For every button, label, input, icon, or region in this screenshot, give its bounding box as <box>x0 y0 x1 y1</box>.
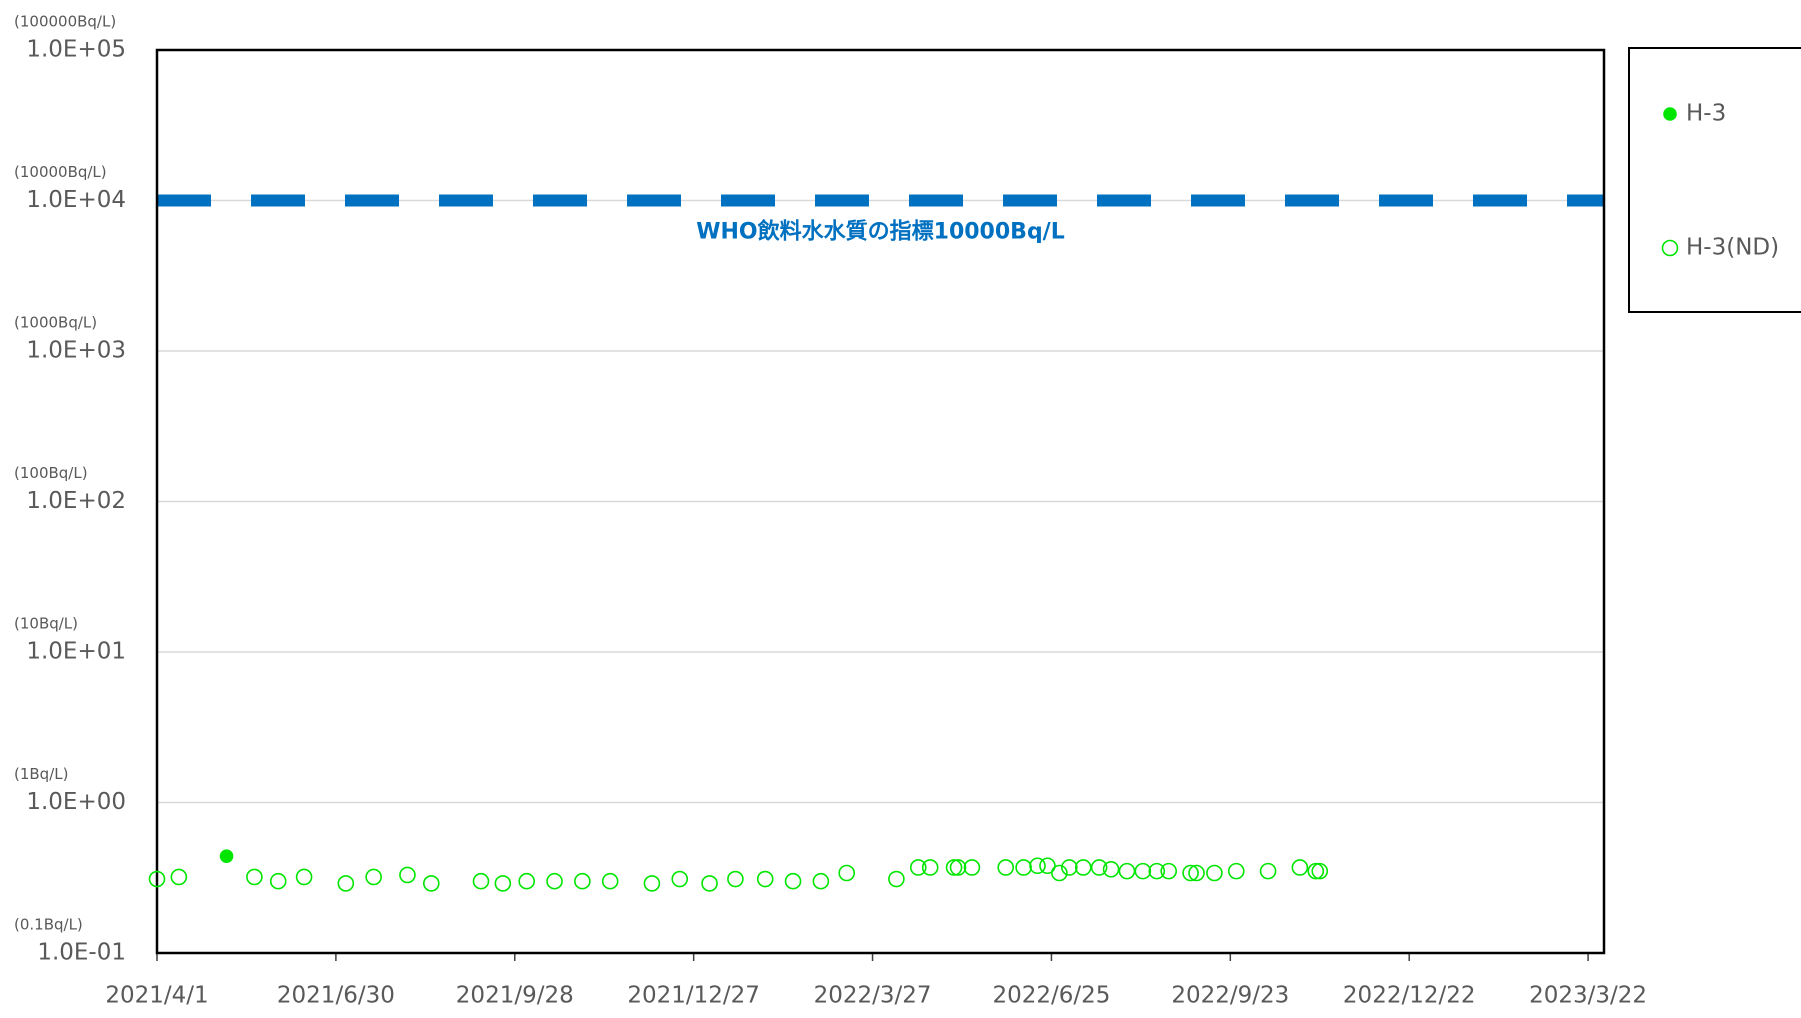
y-tick-label: 1.0E+00 <box>26 789 126 815</box>
y-tick-note: (10000Bq/L) <box>14 163 107 181</box>
data-point <box>472 872 490 890</box>
y-tick-note: (100Bq/L) <box>14 464 88 482</box>
data-point <box>997 859 1015 876</box>
y-tick-label: 1.0E+02 <box>26 488 126 514</box>
data-point <box>1090 859 1108 876</box>
data-point <box>1039 857 1056 875</box>
data-point <box>1102 860 1120 878</box>
data-point <box>546 872 563 890</box>
y-tick-note: (1000Bq/L) <box>14 314 97 332</box>
data-point <box>727 870 744 888</box>
data-point <box>812 872 830 890</box>
x-tick-label: 2021/4/1 <box>105 983 208 1009</box>
y-tick-note: (1Bq/L) <box>14 765 68 783</box>
data-point <box>170 868 188 886</box>
data-point <box>671 870 689 888</box>
data-point <box>1259 862 1277 880</box>
y-tick-note: (100000Bq/L) <box>14 13 116 31</box>
legend-box <box>1628 47 1801 313</box>
x-tick-label: 2021/6/30 <box>277 983 395 1009</box>
x-tick-label: 2022/3/27 <box>814 983 932 1009</box>
data-point <box>888 870 905 888</box>
data-point <box>756 870 774 888</box>
data-point <box>148 870 166 888</box>
data-point <box>1029 857 1046 875</box>
x-tick-label: 2022/9/23 <box>1171 983 1289 1009</box>
data-point <box>1188 864 1205 882</box>
data-point <box>219 849 234 863</box>
data-point <box>1182 864 1199 882</box>
data-point <box>1074 859 1092 876</box>
data-point <box>909 859 927 876</box>
data-point <box>1227 862 1245 880</box>
data-point <box>1061 859 1078 876</box>
data-point <box>337 875 355 892</box>
x-tick-label: 2022/12/22 <box>1343 983 1476 1009</box>
legend-marker <box>1663 107 1677 121</box>
legend-marker <box>1661 239 1679 257</box>
data-point <box>1148 862 1166 880</box>
data-point <box>963 859 981 876</box>
data-point <box>574 872 591 890</box>
y-tick-label: 1.0E+04 <box>26 187 126 213</box>
data-point <box>784 872 802 890</box>
data-point <box>1134 862 1152 880</box>
legend-label: H-3(ND) <box>1686 235 1779 261</box>
y-tick-note: (0.1Bq/L) <box>14 916 83 934</box>
data-point <box>1160 862 1178 880</box>
data-point <box>1206 864 1223 882</box>
x-tick-label: 2021/12/27 <box>627 983 760 1009</box>
data-point <box>921 859 939 876</box>
data-point <box>1051 864 1068 882</box>
legend-label: H-3 <box>1686 101 1726 127</box>
data-point <box>945 859 963 876</box>
data-point <box>1015 859 1032 876</box>
x-tick-label: 2023/3/22 <box>1529 983 1647 1009</box>
y-tick-note: (10Bq/L) <box>14 615 78 633</box>
plot-frame <box>155 48 1606 955</box>
data-point <box>601 872 619 890</box>
data-point <box>399 866 416 884</box>
data-point <box>494 875 512 892</box>
y-tick-label: 1.0E+03 <box>26 338 126 364</box>
data-point <box>838 864 856 882</box>
data-point <box>365 868 382 886</box>
data-point <box>949 859 967 876</box>
data-point <box>701 875 718 892</box>
reference-label: WHO飲料水水質の指標10000Bq/L <box>696 219 1065 245</box>
data-point <box>1291 859 1309 876</box>
x-tick-label: 2021/9/28 <box>456 983 574 1009</box>
x-tick-label: 2022/6/25 <box>992 983 1110 1009</box>
data-point <box>422 875 440 892</box>
data-point <box>518 872 536 890</box>
data-point <box>269 872 287 890</box>
data-point <box>246 868 263 886</box>
data-point <box>1118 862 1136 880</box>
data-point <box>1311 862 1329 880</box>
y-tick-label: 1.0E-01 <box>37 940 126 966</box>
y-tick-label: 1.0E+01 <box>26 639 126 665</box>
data-point <box>295 868 313 886</box>
y-tick-label: 1.0E+05 <box>26 37 126 63</box>
data-point <box>643 875 661 892</box>
data-point <box>1307 862 1325 880</box>
